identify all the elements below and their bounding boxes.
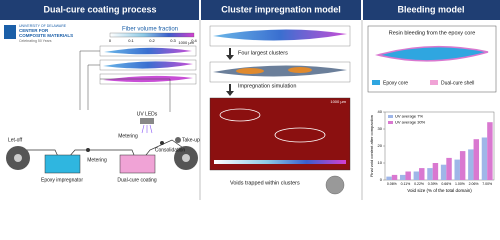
bar <box>473 139 480 180</box>
bar <box>399 174 406 180</box>
cluster-outline <box>274 127 326 143</box>
header-bar <box>201 0 361 20</box>
bar <box>454 159 460 180</box>
cluster-outline <box>219 108 261 122</box>
tow-image <box>213 29 347 41</box>
label: Resin bleeding from the epoxy core <box>389 30 476 36</box>
header: Dual-cure coating process <box>43 4 156 14</box>
logo-text: COMPOSITE MATERIALS <box>19 33 73 38</box>
cluster <box>236 68 264 74</box>
graphical-abstract: Dual-cure coating process Cluster impreg… <box>0 0 500 200</box>
label: Epoxy impregnator <box>41 177 83 183</box>
y-tick-label: 40 <box>378 109 383 114</box>
x-tick-label: 7.00% <box>482 182 492 186</box>
tow-bleeding <box>375 45 489 62</box>
header-bar <box>363 0 500 20</box>
legend-swatch <box>372 80 380 85</box>
logo-text: Celebrating 50 Years <box>19 39 52 43</box>
tow-image <box>104 47 192 55</box>
label: Consolidation <box>155 147 186 153</box>
legend-label: Dual-cure shell <box>441 80 474 86</box>
bar <box>413 171 420 180</box>
scale-label: 1000 µm <box>330 99 346 104</box>
legend-label: UV average 7% <box>395 114 423 119</box>
colorbar-tick: 0.1 <box>128 38 134 43</box>
label: UV LEDs <box>137 111 158 117</box>
legend-label: Epoxy core <box>383 80 408 86</box>
x-tick-label: 0.66% <box>441 182 451 186</box>
label: Let-off <box>8 137 23 143</box>
simulation-image <box>209 97 351 171</box>
y-tick-label: 30 <box>378 126 383 131</box>
bar <box>446 157 452 180</box>
colorbar-tick: 0 <box>109 38 112 43</box>
x-tick-label: 0.11% <box>401 182 411 186</box>
logo-text: UNIVERSITY OF DELAWARE <box>19 24 67 28</box>
bar <box>440 164 447 180</box>
label: Metering <box>118 133 138 139</box>
x-tick-label: 0.39% <box>428 182 438 186</box>
y-tick-label: 0 <box>380 177 383 182</box>
label: Voids trapped within clusters <box>230 180 300 186</box>
label: Dual-cure coating <box>117 177 156 183</box>
label: Take-up <box>182 137 200 143</box>
colorbar-tick: 0.3 <box>170 38 176 43</box>
bar <box>487 122 493 180</box>
bar <box>432 163 439 180</box>
bar <box>419 168 425 180</box>
label: Impregnation simulation <box>238 83 296 89</box>
consolidation-roller <box>175 137 181 143</box>
uv-led <box>140 118 154 124</box>
logo-icon <box>4 25 16 39</box>
label: Four largest clusters <box>238 50 288 56</box>
bar <box>391 174 398 180</box>
tow-image <box>103 61 193 69</box>
colorbar-tick: 0.4 <box>191 38 197 43</box>
bar <box>405 171 411 180</box>
y-tick-label: 20 <box>378 143 383 148</box>
colorbar-title: Fiber volume fraction <box>122 27 178 33</box>
legend-swatch <box>430 80 438 85</box>
impregnator-bath <box>44 154 81 174</box>
x-tick-label: 0.06% <box>387 182 397 186</box>
roller-hub <box>182 154 190 162</box>
colorbar <box>109 32 195 38</box>
x-tick-label: 1.00% <box>455 182 465 186</box>
x-tick-label: 2.06% <box>469 182 479 186</box>
arrow-head <box>226 91 234 96</box>
scale-label: 1000 µm <box>178 40 194 45</box>
y-axis-label: Final void content after compaction <box>369 115 374 177</box>
colorbar <box>214 160 346 164</box>
x-axis-label: Void size (% of the total domain) <box>407 188 472 193</box>
colorbar-tick: 0.2 <box>149 38 155 43</box>
legend-label: UV average 30% <box>395 120 426 125</box>
cluster <box>288 67 312 73</box>
roller-hub <box>14 154 22 162</box>
x-tick-label: 0.22% <box>414 182 424 186</box>
legend-swatch <box>388 115 393 118</box>
coating-bath <box>119 154 156 174</box>
logo-text: CENTER FOR <box>19 28 49 33</box>
bar <box>481 137 488 180</box>
metering-roller <box>86 148 90 152</box>
bar <box>468 149 474 180</box>
arrow-head <box>226 55 234 60</box>
uv-rays <box>141 124 153 134</box>
connector <box>79 50 171 112</box>
void-zoom <box>325 175 345 195</box>
label: Metering <box>87 157 107 163</box>
bar <box>427 168 433 180</box>
y-tick-label: 10 <box>378 160 383 165</box>
bar <box>386 176 392 180</box>
header: Bleeding model <box>397 4 464 14</box>
metering-roller <box>160 141 164 145</box>
bar <box>459 151 466 180</box>
header: Cluster impregnation model <box>221 4 341 14</box>
header-bar <box>0 0 199 20</box>
legend-swatch <box>388 121 393 124</box>
